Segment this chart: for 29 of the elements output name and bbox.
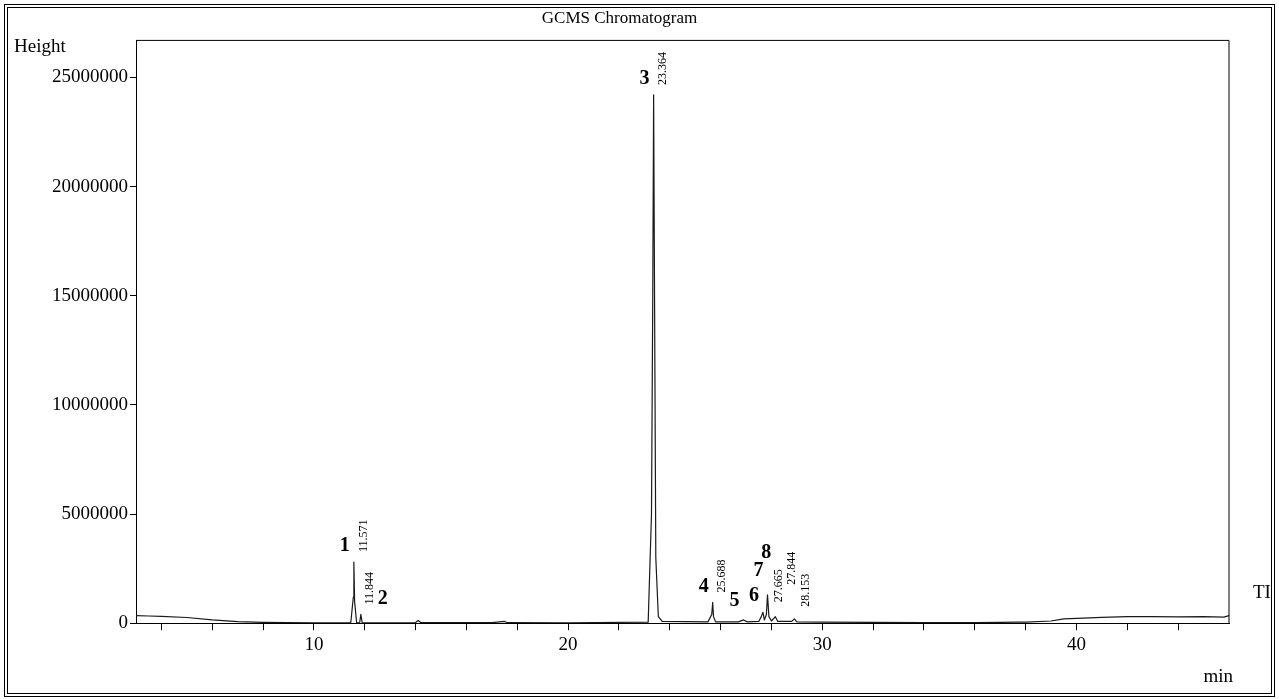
annotation: 25.688: [714, 559, 729, 593]
y-tick-label: 15000000: [52, 283, 128, 305]
x-tick-label: 20: [558, 632, 578, 654]
x-tick-label: 10: [304, 632, 324, 654]
annotation: 1: [339, 533, 350, 556]
annotation: 8: [761, 539, 772, 562]
y-tick-label: 5000000: [61, 502, 128, 524]
y-tick-label: 10000000: [52, 392, 128, 414]
annotation: 23.364: [655, 51, 670, 85]
annotation: 28.153: [798, 573, 813, 607]
annotation: 2: [377, 585, 388, 608]
x-tick-label: 30: [812, 632, 832, 654]
annotation: 11.844: [362, 571, 377, 605]
y-tick-label: 0: [118, 611, 128, 633]
annotation: 11.571: [355, 519, 370, 553]
chart-title: GCMS Chromatogram: [541, 7, 698, 27]
y-tick-label: 25000000: [52, 65, 128, 87]
annotation: 27.665: [770, 569, 785, 603]
x-tick-label: 40: [1066, 632, 1086, 654]
text: TI: [1253, 581, 1271, 603]
x-axis-title: min: [1203, 665, 1234, 686]
y-axis-title: Height: [14, 35, 67, 56]
annotation: 5: [729, 588, 740, 611]
annotation: 7: [753, 558, 764, 580]
y-tick-label: 20000000: [52, 174, 128, 196]
annotation: 3: [639, 66, 650, 89]
annotation: 4: [698, 573, 709, 596]
annotation: 6: [748, 583, 759, 606]
annotation: 27.844: [784, 551, 799, 585]
